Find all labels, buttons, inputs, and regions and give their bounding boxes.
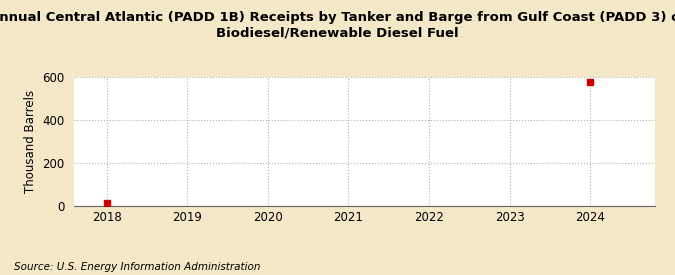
- Text: Source: U.S. Energy Information Administration: Source: U.S. Energy Information Administ…: [14, 262, 260, 272]
- Y-axis label: Thousand Barrels: Thousand Barrels: [24, 90, 36, 193]
- Text: Annual Central Atlantic (PADD 1B) Receipts by Tanker and Barge from Gulf Coast (: Annual Central Atlantic (PADD 1B) Receip…: [0, 11, 675, 39]
